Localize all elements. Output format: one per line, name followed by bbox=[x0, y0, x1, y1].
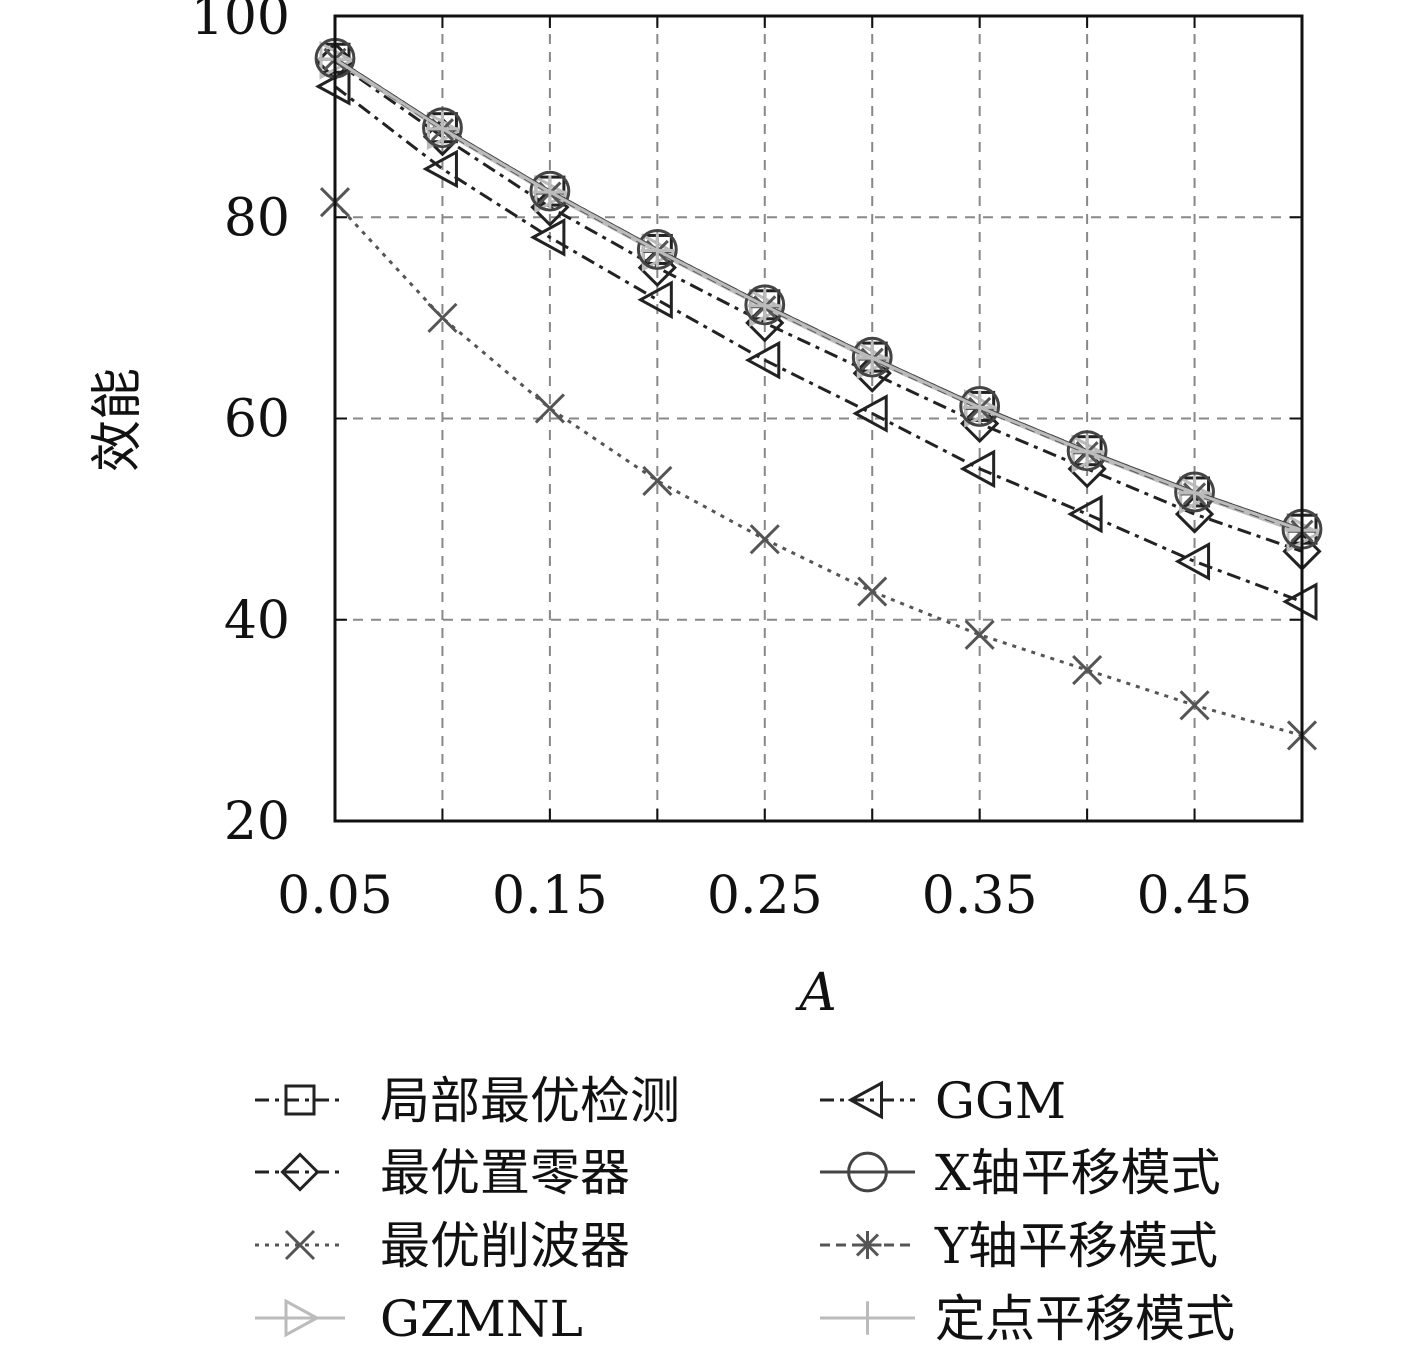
data-point-circle bbox=[529, 170, 571, 212]
data-point-tri-left bbox=[1174, 542, 1211, 581]
data-point-tri-left bbox=[959, 449, 996, 489]
series-4 bbox=[319, 40, 1322, 553]
data-point-tri-left bbox=[422, 149, 458, 189]
legend-item: 最优置零器 bbox=[255, 1144, 630, 1202]
data-point-circle bbox=[744, 284, 786, 326]
x-tick-label: 0.15 bbox=[492, 866, 608, 926]
data-point-x bbox=[534, 393, 565, 424]
data-point-diamond bbox=[960, 403, 1000, 444]
data-point-diamond bbox=[280, 1152, 320, 1192]
data-point-plus bbox=[1177, 476, 1212, 510]
series-line bbox=[333, 201, 1303, 737]
series-line bbox=[334, 60, 1303, 553]
tick-layer: 0.05 0.15 0.25 0.35 0.45 20 40 60 80 100 bbox=[191, 0, 1302, 926]
series-7 bbox=[321, 45, 1316, 546]
data-point-x bbox=[427, 302, 458, 333]
data-point-diamond bbox=[1067, 449, 1107, 489]
data-point-circle bbox=[851, 336, 893, 378]
series-line bbox=[334, 57, 1303, 531]
legend-item: GGM bbox=[820, 1072, 1066, 1130]
legend-label: 最优置零器 bbox=[380, 1144, 630, 1202]
series-line bbox=[334, 59, 1303, 535]
y-tick-label: 80 bbox=[224, 188, 290, 248]
legend-item: 最优削波器 bbox=[255, 1217, 630, 1275]
data-point-circle bbox=[636, 229, 678, 270]
series-line bbox=[334, 58, 1303, 533]
grid-layer bbox=[335, 16, 1302, 821]
data-point-tri-left bbox=[529, 218, 566, 257]
data-point-x bbox=[1179, 690, 1210, 721]
data-point-plus bbox=[962, 390, 997, 425]
data-point-plus bbox=[747, 289, 782, 323]
data-point-x bbox=[964, 619, 995, 650]
data-point-x bbox=[857, 576, 888, 607]
legend-label: 局部最优检测 bbox=[380, 1072, 680, 1130]
data-point-tri-left bbox=[1067, 494, 1103, 534]
legend-item: Y轴平移模式 bbox=[820, 1217, 1218, 1275]
data-point-circle bbox=[847, 1151, 888, 1193]
data-point-x bbox=[1072, 655, 1103, 686]
series-line bbox=[334, 85, 1303, 604]
data-point-circle bbox=[1066, 430, 1108, 472]
x-axis-label: A bbox=[795, 963, 837, 1023]
data-point-diamond bbox=[745, 303, 785, 343]
data-point-diamond bbox=[637, 247, 677, 288]
legend-label: X轴平移模式 bbox=[935, 1144, 1221, 1202]
data-point-tri-left bbox=[637, 280, 673, 320]
legend-item: 定点平移模式 bbox=[820, 1290, 1235, 1348]
x-tick-label: 0.35 bbox=[922, 866, 1038, 926]
series-3 bbox=[319, 187, 1318, 751]
legend-label: GZMNL bbox=[380, 1290, 583, 1348]
data-point-plus bbox=[533, 175, 567, 209]
series-1 bbox=[319, 42, 1318, 545]
data-point-plus bbox=[640, 233, 675, 268]
data-point-tri-left bbox=[847, 1080, 883, 1120]
data-point-square bbox=[284, 1084, 316, 1116]
data-point-tri-right bbox=[284, 1298, 320, 1338]
data-point-circle bbox=[959, 386, 1001, 427]
x-tick-label: 0.25 bbox=[707, 866, 823, 926]
y-tick-label: 100 bbox=[191, 0, 290, 47]
x-tick-label: 0.05 bbox=[277, 866, 393, 926]
legend-item: X轴平移模式 bbox=[820, 1144, 1221, 1202]
legend-label: 最优削波器 bbox=[380, 1217, 630, 1275]
data-point-plus bbox=[425, 111, 460, 146]
data-point-asterisk bbox=[853, 1231, 882, 1259]
data-point-plus bbox=[855, 341, 890, 375]
data-point-tri-left bbox=[852, 394, 888, 433]
series-2 bbox=[315, 41, 1322, 571]
series-line bbox=[334, 57, 1303, 531]
legend-label: GGM bbox=[935, 1072, 1066, 1130]
y-tick-label: 60 bbox=[224, 390, 290, 450]
data-point-circle bbox=[422, 107, 463, 149]
series-line bbox=[334, 58, 1303, 532]
y-tick-label: 20 bbox=[224, 792, 290, 852]
legend-label: 定点平移模式 bbox=[935, 1290, 1235, 1348]
legend-item: 局部最优检测 bbox=[255, 1072, 680, 1130]
x-tick-label: 0.45 bbox=[1137, 866, 1253, 926]
data-point-x bbox=[642, 465, 673, 496]
data-point-x bbox=[284, 1229, 316, 1261]
series-8 bbox=[318, 42, 1319, 547]
series-layer bbox=[314, 37, 1323, 751]
legend-item: GZMNL bbox=[255, 1290, 583, 1348]
legend-label: Y轴平移模式 bbox=[934, 1217, 1218, 1275]
series-6 bbox=[314, 37, 1323, 550]
data-point-tri-left bbox=[744, 340, 781, 380]
data-point-diamond bbox=[852, 353, 892, 393]
data-point-x bbox=[749, 524, 780, 555]
y-axis-label: 效能 bbox=[88, 368, 148, 472]
y-tick-label: 40 bbox=[224, 591, 290, 651]
data-point-plus bbox=[850, 1301, 885, 1335]
data-point-plus bbox=[1070, 434, 1104, 469]
data-point-circle bbox=[1174, 471, 1215, 513]
